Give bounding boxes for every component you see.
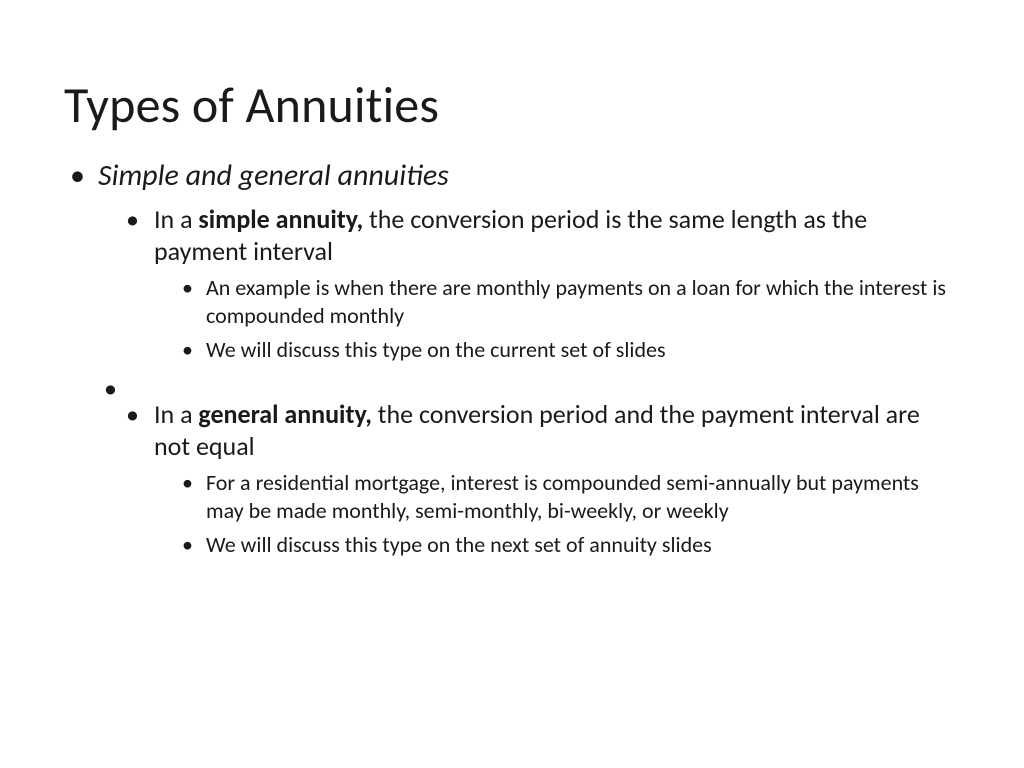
general-annuity-item: In a general annuity, the conversion per… — [120, 398, 960, 559]
simple-sub1: An example is when there are monthly pay… — [176, 274, 960, 330]
general-lead: In a — [154, 398, 198, 430]
bullet-list-level2: In a simple annuity, the conversion peri… — [98, 203, 960, 560]
simple-sub2: We will discuss this type on the current… — [176, 336, 960, 364]
simple-lead: In a — [154, 203, 198, 235]
simple-annuity-item: In a simple annuity, the conversion peri… — [120, 203, 960, 364]
general-bold: general annuity, — [198, 398, 371, 430]
level1-text: Simple and general annuities — [98, 157, 449, 194]
spacer — [98, 372, 960, 390]
bullet-list-level3: For a residential mortgage, interest is … — [154, 469, 960, 559]
general-sub1: For a residential mortgage, interest is … — [176, 469, 960, 525]
general-sub2: We will discuss this type on the next se… — [176, 531, 960, 559]
bullet-list-level1: Simple and general annuities In a simple… — [64, 157, 960, 559]
slide-title: Types of Annuities — [64, 78, 960, 133]
simple-bold: simple annuity, — [198, 203, 363, 235]
bullet-list-level3: An example is when there are monthly pay… — [154, 274, 960, 364]
level1-item: Simple and general annuities In a simple… — [64, 157, 960, 559]
slide: Types of Annuities Simple and general an… — [0, 0, 1024, 768]
